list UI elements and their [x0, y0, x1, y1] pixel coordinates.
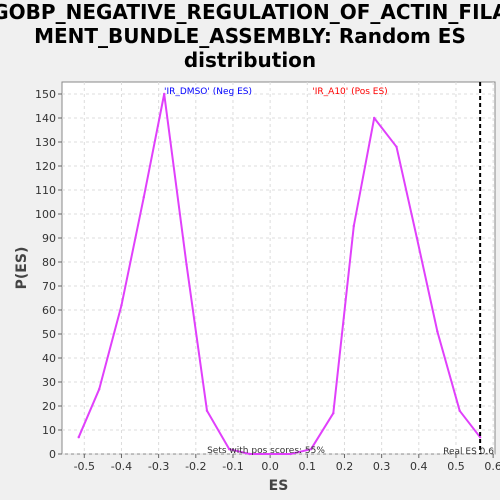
- y-tick-label: 80: [42, 256, 56, 269]
- x-tick-label: 0.0: [261, 460, 279, 473]
- annotations: 'IR_DMSO' (Neg ES) 'IR_A10' (Pos ES) Sets …: [164, 82, 494, 457]
- data-point: [163, 92, 166, 96]
- plot-area: [61, 81, 496, 455]
- data-point: [289, 452, 292, 456]
- data-point: [415, 236, 419, 240]
- data-point: [77, 436, 80, 439]
- y-tick-label: 10: [42, 424, 56, 437]
- x-tick-label: -0.2: [185, 460, 206, 473]
- data-point: [478, 436, 482, 439]
- chart-title: GOBP_NEGATIVE_REGULATION_OF_ACTIN_FILA M…: [0, 0, 500, 72]
- pos-es-label: 'IR_A10' (Pos ES): [312, 87, 387, 97]
- y-tick-label: 110: [35, 184, 56, 197]
- x-tick-label: 0.2: [336, 460, 354, 473]
- data-point: [205, 409, 209, 412]
- neg-es-label: 'IR_DMSO' (Neg ES): [164, 87, 252, 97]
- series-layer: [77, 92, 482, 456]
- data-point: [352, 224, 355, 228]
- x-tick-label: 0.5: [447, 460, 465, 473]
- y-tick-label: 100: [35, 208, 56, 221]
- data-point: [309, 448, 313, 451]
- data-point: [436, 330, 439, 333]
- y-tick-label: 0: [49, 448, 56, 461]
- y-tick-label: 60: [42, 304, 56, 317]
- data-point: [97, 388, 101, 391]
- data-point: [268, 452, 272, 456]
- y-tick-label: 140: [35, 112, 56, 125]
- y-axis-title: P(ES): [14, 247, 30, 290]
- x-tick-label: 0.1: [299, 460, 317, 473]
- data-point: [332, 412, 335, 415]
- axes: 0 10 20 30 40 50 60 70 80 90 100 110 120 130 140 150 -0.…: [35, 88, 500, 473]
- data-point: [248, 452, 251, 456]
- y-tick-label: 150: [35, 88, 56, 101]
- real-es-label: Real ES 0.6: [443, 447, 494, 457]
- y-tick-label: 20: [42, 400, 56, 413]
- x-tick-label: -0.3: [148, 460, 169, 473]
- y-tick-label: 70: [42, 280, 56, 293]
- data-point: [120, 304, 123, 307]
- data-point: [142, 196, 145, 199]
- data-point: [185, 263, 188, 266]
- y-tick-label: 50: [42, 328, 56, 341]
- x-tick-label: 0.4: [410, 460, 428, 473]
- y-tick-label: 90: [42, 232, 56, 245]
- y-tick-label: 130: [35, 136, 56, 149]
- es-distribution-line: [77, 93, 481, 455]
- x-tick-label: -0.1: [222, 460, 243, 473]
- sets-pos-scores-label: Sets with pos scores: 55%: [207, 446, 325, 456]
- x-tick-label: -0.4: [111, 460, 132, 473]
- x-tick-label: 0.6: [484, 460, 500, 473]
- data-point: [228, 448, 231, 451]
- data-point: [395, 145, 398, 148]
- x-axis-title: ES: [269, 478, 289, 494]
- data-point: [458, 409, 461, 412]
- y-tick-label: 30: [42, 376, 56, 389]
- data-point: [373, 116, 376, 120]
- x-tick-label: -0.5: [74, 460, 95, 473]
- grid-lines: [62, 82, 495, 455]
- y-tick-label: 120: [35, 160, 56, 173]
- x-tick-label: 0.3: [373, 460, 391, 473]
- y-tick-label: 40: [42, 352, 56, 365]
